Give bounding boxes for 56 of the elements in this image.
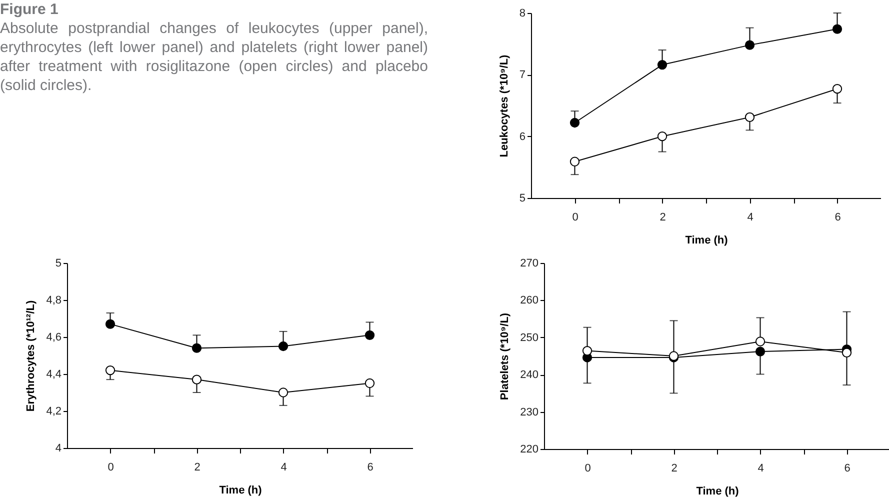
point — [278, 341, 288, 352]
y-tick-label: 8 — [519, 8, 526, 20]
x-axis-title: Time (h) — [685, 234, 728, 246]
y-tick-label: 4,4 — [46, 368, 62, 380]
y-tick-label: 4 — [55, 442, 62, 454]
x-tick-label: 6 — [844, 462, 850, 474]
y-tick-label: 4,8 — [46, 294, 62, 306]
point — [832, 84, 842, 94]
x-tick-label: 2 — [660, 212, 666, 224]
y-tick-label: 240 — [520, 369, 538, 382]
y-tick-label: 6 — [519, 130, 526, 143]
x-tick-label: 4 — [758, 462, 764, 474]
x-tick-label: 0 — [572, 212, 578, 224]
y-axis-title: Erythrocytes (*10¹²/L) — [25, 300, 38, 412]
y-axis-title: Platelets (*10⁹/L) — [499, 312, 512, 400]
point — [570, 156, 580, 166]
point — [105, 319, 116, 329]
point — [755, 346, 766, 356]
point — [364, 330, 375, 340]
y-tick-label: 4,6 — [46, 332, 62, 344]
x-tick-label: 4 — [280, 462, 287, 474]
y-tick-label: 5 — [519, 192, 526, 204]
y-tick-label: 220 — [520, 444, 538, 456]
x-axis-title: Time (h) — [696, 486, 740, 498]
point — [582, 346, 592, 356]
x-axis-title: Time (h) — [219, 484, 262, 496]
text: Figure 1 — [0, 0, 60, 19]
point — [842, 348, 852, 358]
y-tick-label: 270 — [520, 258, 538, 270]
x-tick-label: 2 — [194, 462, 200, 474]
x-tick-label: 0 — [584, 462, 591, 474]
y-tick-label: 7 — [519, 69, 526, 82]
x-tick-label: 0 — [108, 462, 114, 474]
point — [278, 388, 288, 398]
point — [105, 365, 116, 376]
point — [657, 60, 668, 70]
point — [832, 24, 842, 34]
point — [192, 343, 202, 353]
point — [755, 336, 766, 346]
point — [744, 112, 755, 122]
text: Absolute postprandial changes of leukocytes (upper panel), erythrocytes (left lower panel) and platelets (right lower panel) after treatment with rosiglitazone (open circles) and placebo (solid circles). — [0, 19, 428, 95]
y-axis-title: Leukocytes (*10⁹/L) — [498, 54, 510, 158]
point — [570, 118, 580, 128]
point — [744, 40, 755, 50]
y-tick-label: 5 — [55, 258, 62, 270]
x-tick-label: 4 — [747, 212, 754, 224]
point — [192, 374, 202, 384]
y-tick-label: 260 — [520, 294, 538, 307]
x-tick-label: 6 — [834, 212, 841, 224]
point — [364, 378, 375, 388]
point — [657, 132, 668, 142]
y-tick-label: 4,2 — [46, 406, 62, 418]
x-tick-label: 6 — [367, 462, 374, 474]
y-tick-label: 250 — [520, 332, 538, 344]
x-tick-label: 2 — [671, 462, 678, 474]
y-tick-label: 230 — [520, 406, 538, 418]
